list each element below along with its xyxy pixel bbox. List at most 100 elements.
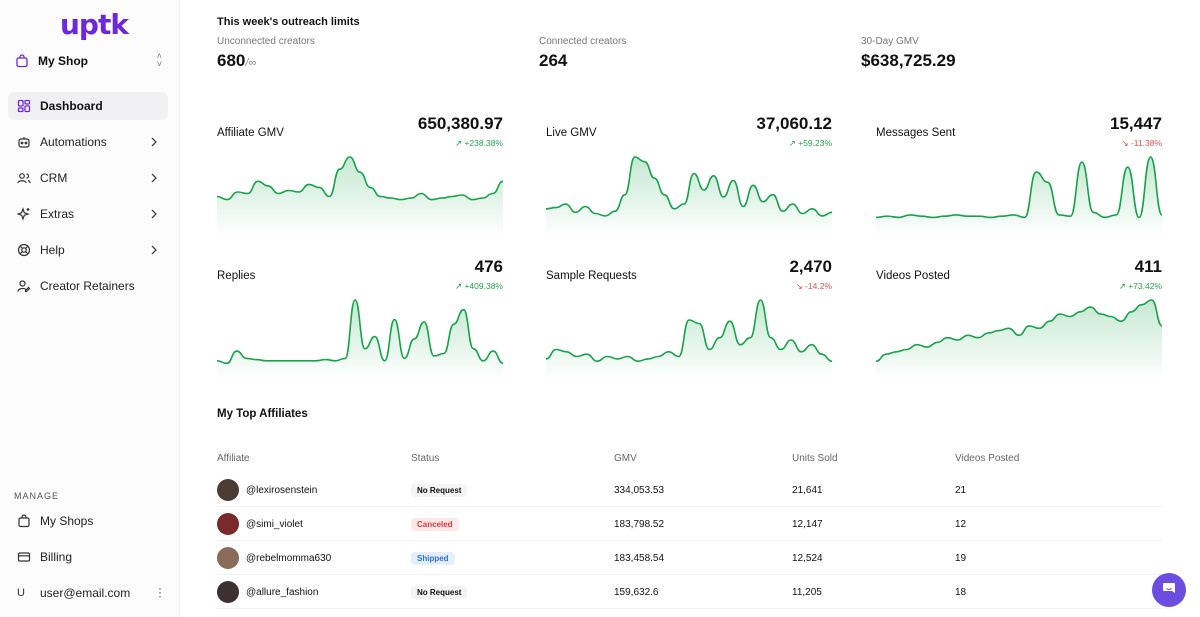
sidebar-item-label: My Shops [40,514,94,528]
sparkline-area [217,157,503,237]
bag-icon [15,54,29,68]
chevron-up-down-icon: ˄ ˅ [156,51,162,69]
metric-value: 2,470 [789,257,832,276]
sidebar-item-label: Extras [40,207,75,221]
affiliate-cell[interactable]: @allure_fashion [217,575,318,609]
metric-change: ↘ -14.2% [795,281,832,291]
sidebar-item-label: Automations [40,135,107,149]
stat-unconnected-creators: Unconnected creators 680/∞ [217,36,315,71]
table-row[interactable]: @simi_violet Canceled 183,798.52 12,147 … [217,507,1162,541]
column-header-affiliate[interactable]: Affiliate [217,453,250,464]
affiliate-name: @rebelmomma630 [246,552,332,564]
metric-title: Live GMV [546,127,597,139]
sparkline-line [875,156,1163,219]
videos-cell: 12 [955,518,967,530]
sparkles-icon [17,207,31,221]
units-cell: 12,524 [792,552,823,564]
sparkline-line [545,156,833,217]
column-header-gmv[interactable]: GMV [614,453,637,464]
user-account-row[interactable]: U user@email.com · · · [8,581,170,605]
uptk-logo[interactable]: uptk [60,8,129,41]
shop-selector-label: My Shop [38,54,88,68]
sparkline-line [216,156,504,201]
robot-icon [17,135,31,149]
metric-change: ↗ +409.38% [454,281,503,291]
avatar [217,479,239,501]
grid-icon [17,99,31,113]
table-row[interactable]: @rebelmomma630 Shipped 183,458.54 12,524… [217,541,1162,575]
status-badge: No Request [411,483,468,497]
affiliate-cell[interactable]: @lexirosenstein [217,473,317,507]
sidebar-item-crm[interactable]: CRM [8,164,168,192]
metric-value: 476 [474,257,503,276]
sidebar: uptk My Shop ˄ ˅ Dashboard Automations CR… [0,0,180,617]
gmv-cell: 183,458.54 [614,552,665,564]
sidebar-item-label: CRM [40,171,68,185]
chat-support-button[interactable] [1152,573,1186,607]
metric-title: Affiliate GMV [217,127,284,139]
sparkline-area [876,300,1162,380]
sparkline-chart [875,299,1163,380]
metric-change: ↗ +238.38% [454,138,503,148]
status-badge: Canceled [411,517,459,531]
chevron-right-icon [149,207,159,226]
sidebar-item-extras[interactable]: Extras [8,200,168,228]
chevron-right-icon [149,171,159,190]
bag-icon [17,514,31,528]
sidebar-item-billing[interactable]: Billing [8,543,168,571]
sparkline-chart [545,299,833,380]
sidebar-item-automations[interactable]: Automations [8,128,168,156]
outreach-limits-title: This week's outreach limits [217,16,360,28]
metric-change: ↗ +73.42% [1118,281,1162,291]
units-cell: 12,147 [792,518,823,530]
sparkline-area [546,300,832,380]
sidebar-item-my-shops[interactable]: My Shops [8,507,168,535]
gmv-cell: 159,632.6 [614,586,659,598]
manage-section-label: MANAGE [14,491,60,501]
metric-change: ↗ +59.23% [788,138,832,148]
sparkline-chart [545,156,833,237]
affiliate-cell[interactable]: @rebelmomma630 [217,541,331,575]
stat-caption: Unconnected creators [217,36,315,47]
more-vertical-icon[interactable]: · · · [158,581,162,603]
user-avatar: U [17,587,25,599]
column-header-units-sold[interactable]: Units Sold [792,453,838,464]
user-edit-icon [17,279,31,293]
column-header-videos-posted[interactable]: Videos Posted [955,453,1020,464]
sparkline-line [875,299,1163,362]
affiliate-cell[interactable]: @simi_violet [217,507,303,541]
metric-card-messages-sent: Messages Sent 15,447 ↘ -11.38% [875,112,1163,242]
status-badge: No Request [411,585,468,599]
stat-30-day-gmv: 30-Day GMV $638,725.29 [861,36,956,71]
metric-card-videos-posted: Videos Posted 411 ↗ +73.42% [875,255,1163,385]
sidebar-item-creator-retainers[interactable]: Creator Retainers [8,272,168,300]
status-cell: Shipped [411,541,455,575]
sparkline-line [545,299,833,363]
metric-title: Sample Requests [546,270,637,282]
sidebar-item-help[interactable]: Help [8,236,168,264]
affiliate-name: @lexirosenstein [246,484,318,496]
sparkline-line [216,299,504,365]
table-row[interactable]: @allure_fashion No Request 159,632.6 11,… [217,575,1162,609]
videos-cell: 21 [955,484,967,496]
chevron-right-icon [149,243,159,262]
videos-cell: 19 [955,552,967,564]
metric-value: 15,447 [1110,114,1162,133]
chat-icon [1161,580,1177,601]
sidebar-item-label: Billing [40,550,73,564]
metric-title: Messages Sent [876,127,956,139]
avatar [217,581,239,603]
user-email: user@email.com [40,586,131,600]
stat-value: $638,725.29 [861,51,956,70]
column-header-status[interactable]: Status [411,453,440,464]
sparkline-area [546,157,832,237]
sidebar-item-label: Help [40,243,65,257]
gmv-cell: 334,053.53 [614,484,665,496]
stat-value: 264 [539,51,568,70]
units-cell: 11,205 [792,586,822,598]
table-row[interactable]: @lexirosenstein No Request 334,053.53 21… [217,473,1162,507]
shop-selector[interactable]: My Shop ˄ ˅ [8,46,170,76]
sidebar-item-dashboard[interactable]: Dashboard [8,92,168,120]
sparkline-chart [216,156,504,237]
sparkline-chart [216,299,504,380]
